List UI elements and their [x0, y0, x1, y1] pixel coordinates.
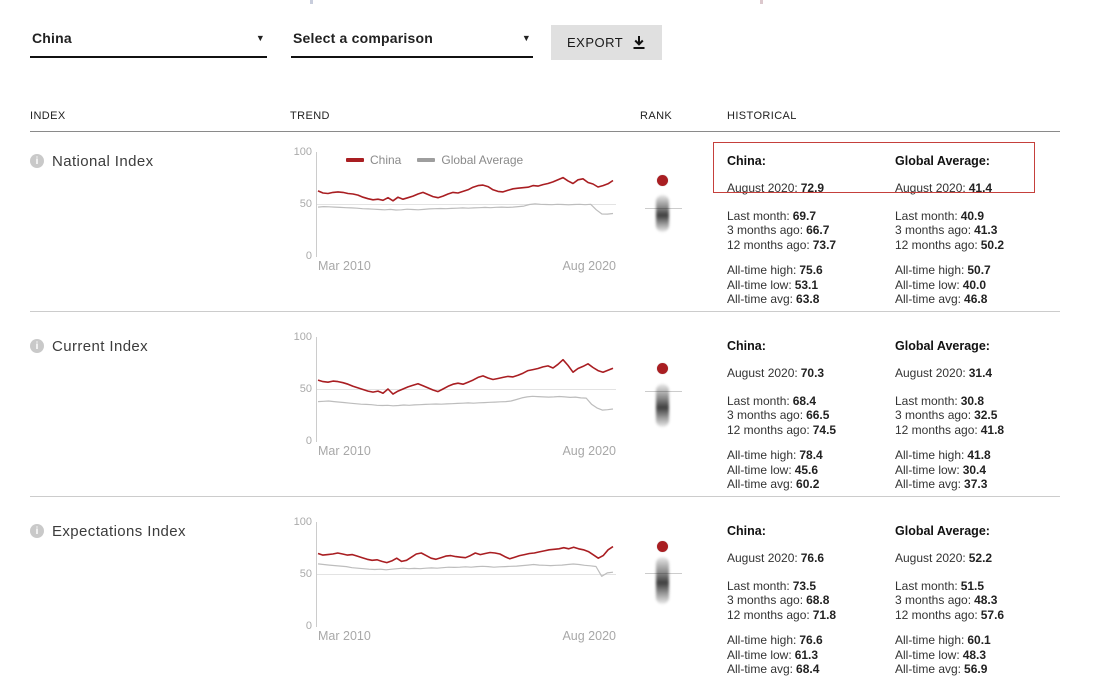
table-row-expectations-index: i Expectations Index 100 50 0 Mar 2010 A… [30, 510, 1060, 678]
country-select-value: China [32, 30, 72, 46]
y-axis-tick: 50 [299, 568, 312, 580]
historical-china-column: China: August 2020: 72.9 Last month: 69.7 … [727, 152, 895, 318]
column-header-historical: HISTORICAL [727, 110, 797, 122]
historical-cell: China: August 2020: 76.6 Last month: 73.5 … [727, 522, 1060, 678]
info-icon[interactable]: i [30, 339, 44, 353]
export-button[interactable]: EXPORT [551, 25, 663, 60]
rank-china-dot [657, 541, 668, 553]
index-rows: i National Index 100 50 0 China Global A… [30, 140, 1060, 678]
x-axis-start-label: Mar 2010 [318, 629, 371, 643]
table-row-current-index: i Current Index 100 50 0 Mar 2010 Aug 20… [30, 325, 1060, 497]
historical-column-title: China: [727, 524, 766, 538]
table-header: INDEX TREND RANK HISTORICAL [30, 110, 1060, 132]
rank-china-dot [657, 174, 668, 186]
x-axis-end-label: Aug 2020 [562, 259, 616, 273]
y-axis-tick: 0 [305, 250, 312, 262]
country-select[interactable]: China ▼ [30, 24, 267, 58]
info-icon[interactable]: i [30, 154, 44, 168]
historical-column-title: Global Average: [895, 524, 990, 538]
x-axis-start-label: Mar 2010 [318, 259, 371, 273]
y-axis-tick: 100 [293, 331, 312, 343]
rank-cell [640, 522, 727, 678]
legend-label-china: China [370, 153, 402, 167]
historical-china-column: China: August 2020: 76.6 Last month: 73.5 … [727, 522, 895, 678]
expectations-index-chart [316, 522, 616, 627]
y-axis-tick: 100 [293, 516, 312, 528]
x-axis-end-label: Aug 2020 [562, 444, 616, 458]
rank-distribution-strip [656, 384, 669, 428]
y-axis-tick: 100 [293, 146, 312, 158]
download-icon [633, 36, 645, 49]
toolbar: China ▼ Select a comparison ▼ EXPORT [30, 24, 663, 60]
national-index-chart [316, 152, 616, 257]
rank-distribution-strip [656, 195, 669, 232]
historical-china-column: China: August 2020: 70.3 Last month: 68.4 … [727, 337, 895, 503]
chevron-down-icon: ▼ [255, 33, 265, 43]
trend-chart-cell: 100 50 0 China Global Average Mar 2010 A… [290, 146, 640, 318]
y-axis-tick: 50 [299, 198, 312, 210]
historical-cell: China: August 2020: 70.3 Last month: 68.4 … [727, 337, 1060, 503]
rank-china-dot [657, 362, 668, 374]
rank-cell [640, 337, 727, 503]
chart-legend: China Global Average [346, 153, 523, 167]
legend-label-global-average: Global Average [441, 153, 524, 167]
current-index-chart [316, 337, 616, 442]
comparison-select-placeholder: Select a comparison [293, 30, 433, 46]
cropped-text-artifact [760, 0, 763, 4]
historical-global-column: Global Average: August 2020: 52.2 Last mo… [895, 522, 1060, 678]
index-label: Current Index [52, 338, 149, 355]
trend-chart-cell: 100 50 0 Mar 2010 Aug 2020 [290, 331, 640, 503]
historical-cell: China: August 2020: 72.9 Last month: 69.7 … [713, 142, 1060, 318]
y-axis-tick: 0 [305, 435, 312, 447]
table-row-national-index: i National Index 100 50 0 China Global A… [30, 140, 1060, 312]
column-header-trend: TREND [290, 110, 330, 122]
historical-column-title: China: [727, 154, 766, 168]
rank-distribution-strip [656, 556, 669, 604]
rank-cell [640, 152, 727, 318]
historical-global-column: Global Average: August 2020: 41.4 Last mo… [895, 152, 1060, 318]
legend-swatch-global-average [417, 158, 436, 162]
column-header-rank: RANK [640, 110, 673, 122]
x-axis-start-label: Mar 2010 [318, 444, 371, 458]
chevron-down-icon: ▼ [521, 33, 531, 43]
historical-column-title: Global Average: [895, 339, 990, 353]
x-axis-end-label: Aug 2020 [562, 629, 616, 643]
column-header-index: INDEX [30, 110, 66, 122]
info-icon[interactable]: i [30, 524, 44, 538]
cropped-text-artifact [310, 0, 313, 4]
historical-column-title: Global Average: [895, 154, 990, 168]
comparison-select[interactable]: Select a comparison ▼ [291, 24, 533, 58]
export-button-label: EXPORT [567, 35, 624, 50]
trend-chart-cell: 100 50 0 Mar 2010 Aug 2020 [290, 516, 640, 678]
y-axis-tick: 50 [299, 383, 312, 395]
historical-global-column: Global Average: August 2020: 31.4 Last mo… [895, 337, 1060, 503]
legend-swatch-china [346, 158, 364, 162]
index-label: National Index [52, 153, 154, 170]
index-label: Expectations Index [52, 523, 186, 540]
y-axis-tick: 0 [305, 620, 312, 632]
historical-column-title: China: [727, 339, 766, 353]
